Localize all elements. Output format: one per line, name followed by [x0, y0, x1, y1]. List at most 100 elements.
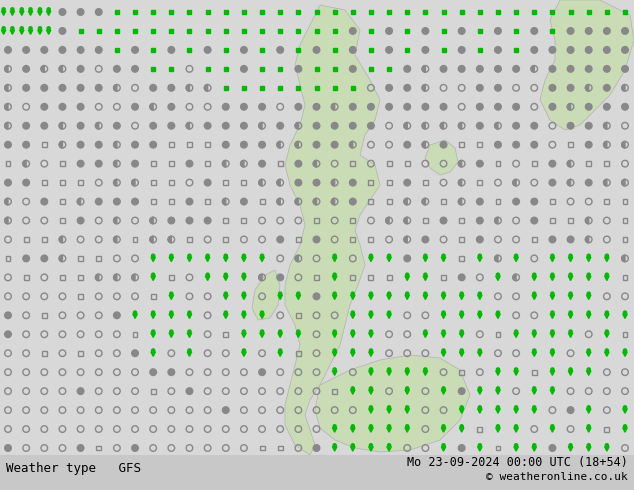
- Circle shape: [549, 445, 556, 451]
- Polygon shape: [169, 314, 174, 319]
- Circle shape: [96, 47, 102, 53]
- Wedge shape: [223, 160, 226, 167]
- Bar: [169, 275, 174, 280]
- Polygon shape: [441, 352, 446, 356]
- Circle shape: [587, 311, 590, 314]
- Bar: [42, 142, 47, 147]
- Circle shape: [242, 349, 245, 352]
- Bar: [169, 142, 174, 147]
- Bar: [60, 218, 65, 223]
- Polygon shape: [151, 314, 155, 319]
- Circle shape: [188, 349, 191, 352]
- Circle shape: [387, 444, 391, 447]
- Polygon shape: [568, 276, 573, 281]
- Polygon shape: [550, 257, 555, 262]
- Wedge shape: [404, 217, 407, 224]
- Circle shape: [477, 217, 483, 224]
- Bar: [78, 351, 83, 356]
- Bar: [224, 67, 228, 71]
- Polygon shape: [514, 333, 519, 338]
- Circle shape: [370, 349, 373, 352]
- Circle shape: [4, 331, 11, 338]
- Bar: [333, 29, 337, 33]
- Circle shape: [604, 27, 610, 34]
- Circle shape: [313, 122, 320, 129]
- Circle shape: [623, 425, 626, 428]
- Polygon shape: [260, 257, 264, 262]
- Polygon shape: [496, 390, 500, 394]
- Circle shape: [20, 27, 23, 30]
- Bar: [568, 142, 573, 147]
- Wedge shape: [422, 142, 425, 148]
- Wedge shape: [59, 122, 62, 129]
- Circle shape: [277, 47, 283, 53]
- Wedge shape: [567, 160, 571, 167]
- Bar: [278, 86, 282, 90]
- Polygon shape: [540, 0, 634, 130]
- Bar: [205, 67, 210, 71]
- Circle shape: [569, 311, 572, 314]
- Polygon shape: [460, 295, 464, 299]
- Circle shape: [333, 330, 336, 333]
- Circle shape: [186, 217, 193, 224]
- Circle shape: [168, 85, 174, 91]
- Circle shape: [41, 103, 48, 110]
- Polygon shape: [369, 428, 373, 432]
- Polygon shape: [477, 447, 482, 451]
- Wedge shape: [313, 198, 316, 205]
- Circle shape: [458, 66, 465, 72]
- Circle shape: [587, 425, 590, 428]
- Circle shape: [295, 66, 302, 72]
- Polygon shape: [242, 257, 246, 262]
- Circle shape: [442, 254, 445, 257]
- Wedge shape: [567, 179, 571, 186]
- Circle shape: [259, 160, 266, 167]
- Polygon shape: [496, 371, 500, 375]
- Wedge shape: [132, 274, 135, 281]
- Circle shape: [4, 445, 11, 451]
- Polygon shape: [169, 257, 174, 262]
- Bar: [441, 275, 446, 280]
- Wedge shape: [4, 66, 8, 72]
- Circle shape: [460, 349, 463, 352]
- Polygon shape: [496, 276, 500, 281]
- Circle shape: [77, 160, 84, 167]
- Wedge shape: [59, 236, 62, 243]
- Circle shape: [605, 444, 609, 447]
- Circle shape: [59, 103, 66, 110]
- Bar: [604, 161, 609, 166]
- Circle shape: [585, 103, 592, 110]
- Polygon shape: [477, 409, 482, 413]
- Bar: [477, 142, 482, 147]
- Wedge shape: [604, 142, 607, 148]
- Bar: [188, 10, 191, 14]
- Polygon shape: [332, 295, 337, 299]
- Bar: [514, 48, 518, 52]
- Polygon shape: [29, 11, 33, 15]
- Bar: [260, 10, 264, 14]
- Wedge shape: [404, 198, 407, 205]
- Circle shape: [351, 444, 354, 447]
- Bar: [242, 218, 247, 223]
- Circle shape: [77, 445, 84, 451]
- Circle shape: [333, 444, 336, 447]
- Bar: [169, 29, 173, 33]
- Circle shape: [533, 387, 536, 390]
- Bar: [314, 86, 318, 90]
- Bar: [604, 199, 609, 204]
- Wedge shape: [41, 66, 44, 72]
- Polygon shape: [550, 333, 555, 338]
- Circle shape: [569, 368, 572, 371]
- Wedge shape: [458, 179, 462, 186]
- Polygon shape: [29, 30, 33, 34]
- Circle shape: [150, 85, 157, 91]
- Bar: [586, 10, 591, 14]
- Polygon shape: [187, 333, 191, 338]
- Bar: [533, 10, 536, 14]
- Circle shape: [551, 368, 554, 371]
- Circle shape: [368, 122, 374, 129]
- Bar: [333, 48, 337, 52]
- Bar: [60, 275, 65, 280]
- Circle shape: [20, 8, 23, 11]
- Bar: [296, 237, 301, 242]
